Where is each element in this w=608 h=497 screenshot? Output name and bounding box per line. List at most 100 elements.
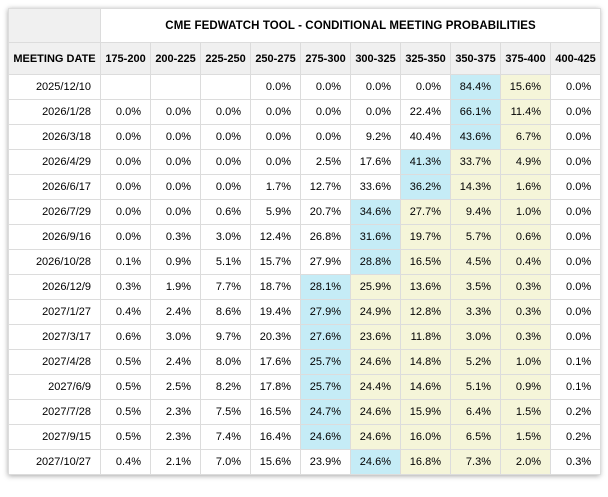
probability-cell: 0.0% [150, 99, 201, 125]
table-row: 2027/4/28 0.5% 2.4% 8.0% 17.6% 25.7% 24.6% 14.8… [8, 349, 602, 375]
probability-cell: 0.3% [500, 324, 551, 350]
probability-cell: 15.6% [250, 449, 301, 475]
probability-cell: 0.0% [250, 74, 301, 100]
probability-cell: 3.0% [200, 224, 251, 250]
probability-rows: 2025/12/10 0.0% 0.0% 0.0% 0.0% 84.4% 15.6% 0.0%… [8, 74, 602, 475]
meeting-date-header: MEETING DATE [8, 42, 101, 75]
probability-cell: 23.6% [350, 324, 401, 350]
probability-cell: 17.6% [350, 149, 401, 175]
probability-cell: 9.2% [350, 124, 401, 150]
probability-cell: 11.8% [400, 324, 451, 350]
probability-cell: 33.6% [350, 174, 401, 200]
table-row: 2027/7/28 0.5% 2.3% 7.5% 16.5% 24.7% 24.6% 15.9… [8, 399, 602, 425]
probability-cell: 33.7% [450, 149, 501, 175]
corner-cell [8, 8, 101, 43]
probability-cell: 0.3% [549, 449, 602, 475]
meeting-date-cell: 2026/12/9 [8, 274, 101, 300]
table-row: 2026/4/29 0.0% 0.0% 0.0% 0.0% 2.5% 17.6% 41.3% 3… [8, 149, 602, 175]
probability-cell: 12.8% [400, 299, 451, 325]
probability-cell: 0.3% [100, 274, 151, 300]
probability-cell: 0.0% [300, 99, 351, 125]
probability-cell: 2.5% [150, 374, 201, 400]
probability-cell: 0.2% [549, 399, 602, 425]
probability-cell: 7.7% [200, 274, 251, 300]
meeting-date-cell: 2027/10/27 [8, 449, 101, 475]
probability-cell: 2.0% [500, 449, 551, 475]
probability-cell: 7.3% [450, 449, 501, 475]
probability-cell: 24.6% [350, 399, 401, 425]
probability-cell: 25.7% [300, 374, 351, 400]
rate-range-header: 225-250 [200, 42, 251, 75]
meeting-date-cell: 2027/9/15 [8, 424, 101, 450]
meeting-date-cell: 2025/12/10 [8, 74, 101, 100]
conditional-probabilities-table: CME FEDWATCH TOOL - CONDITIONAL MEETING … [8, 8, 602, 475]
probability-cell: 0.1% [549, 349, 602, 375]
probability-cell: 24.9% [350, 299, 401, 325]
probability-cell: 0.0% [350, 99, 401, 125]
meeting-date-cell: 2027/1/27 [8, 299, 101, 325]
probability-cell: 2.4% [150, 299, 201, 325]
probability-cell: 0.2% [549, 424, 602, 450]
table-row: 2025/12/10 0.0% 0.0% 0.0% 0.0% 84.4% 15.6% 0.0% [8, 74, 602, 100]
probability-cell: 0.6% [100, 324, 151, 350]
probability-cell: 5.1% [200, 249, 251, 275]
probability-cell: 24.6% [350, 349, 401, 375]
probability-cell: 6.4% [450, 399, 501, 425]
probability-cell: 14.3% [450, 174, 501, 200]
probability-cell: 28.8% [350, 249, 401, 275]
meeting-date-cell: 2026/7/29 [8, 199, 101, 225]
rate-range-header: 175-200 [100, 42, 151, 75]
probability-cell: 0.0% [300, 74, 351, 100]
probability-cell: 0.5% [100, 374, 151, 400]
probability-cell: 20.7% [300, 199, 351, 225]
probability-cell: 0.9% [500, 374, 551, 400]
probability-cell: 0.0% [300, 124, 351, 150]
table-row: 2027/9/15 0.5% 2.3% 7.4% 16.4% 24.6% 24.6% 16.0… [8, 424, 602, 450]
probability-cell: 16.0% [400, 424, 451, 450]
probability-cell: 5.9% [250, 199, 301, 225]
probability-cell: 24.6% [300, 424, 351, 450]
probability-cell: 0.0% [150, 174, 201, 200]
probability-cell: 3.0% [450, 324, 501, 350]
probability-cell: 0.0% [549, 174, 602, 200]
table-row: 2026/1/28 0.0% 0.0% 0.0% 0.0% 0.0% 0.0% 22.4% 66… [8, 99, 602, 125]
probability-cell: 0.0% [350, 74, 401, 100]
probability-cell: 0.0% [150, 149, 201, 175]
probability-cell: 0.0% [100, 99, 151, 125]
probability-cell: 24.7% [300, 399, 351, 425]
probability-cell: 3.3% [450, 299, 501, 325]
probability-cell: 7.5% [200, 399, 251, 425]
meeting-date-cell: 2026/6/17 [8, 174, 101, 200]
probability-cell: 0.0% [549, 274, 602, 300]
probability-cell: 0.0% [549, 74, 602, 100]
probability-cell: 7.4% [200, 424, 251, 450]
probability-cell: 2.3% [150, 399, 201, 425]
probability-cell: 15.7% [250, 249, 301, 275]
probability-cell: 20.3% [250, 324, 301, 350]
table-title: CME FEDWATCH TOOL - CONDITIONAL MEETING … [99, 8, 602, 43]
probability-cell: 9.7% [200, 324, 251, 350]
probability-cell: 18.7% [250, 274, 301, 300]
probability-cell [100, 74, 151, 100]
rate-range-header: 200-225 [150, 42, 201, 75]
probability-cell: 2.4% [150, 349, 201, 375]
probability-cell: 0.4% [100, 449, 151, 475]
probability-cell: 1.0% [500, 349, 551, 375]
probability-cell: 8.2% [200, 374, 251, 400]
probability-cell: 84.4% [450, 74, 501, 100]
probability-cell: 7.0% [200, 449, 251, 475]
rate-range-header: 375-400 [500, 42, 551, 75]
probability-cell: 0.3% [150, 224, 201, 250]
meeting-date-cell: 2027/6/9 [8, 374, 101, 400]
probability-cell: 0.0% [250, 124, 301, 150]
probability-cell: 8.0% [200, 349, 251, 375]
probability-cell: 11.4% [500, 99, 551, 125]
probability-cell: 19.4% [250, 299, 301, 325]
probability-cell: 15.6% [500, 74, 551, 100]
probability-cell: 41.3% [400, 149, 451, 175]
probability-cell: 3.5% [450, 274, 501, 300]
probability-cell: 5.7% [450, 224, 501, 250]
probability-cell: 0.3% [500, 274, 551, 300]
probability-cell: 0.0% [200, 174, 251, 200]
probability-cell: 0.0% [100, 174, 151, 200]
